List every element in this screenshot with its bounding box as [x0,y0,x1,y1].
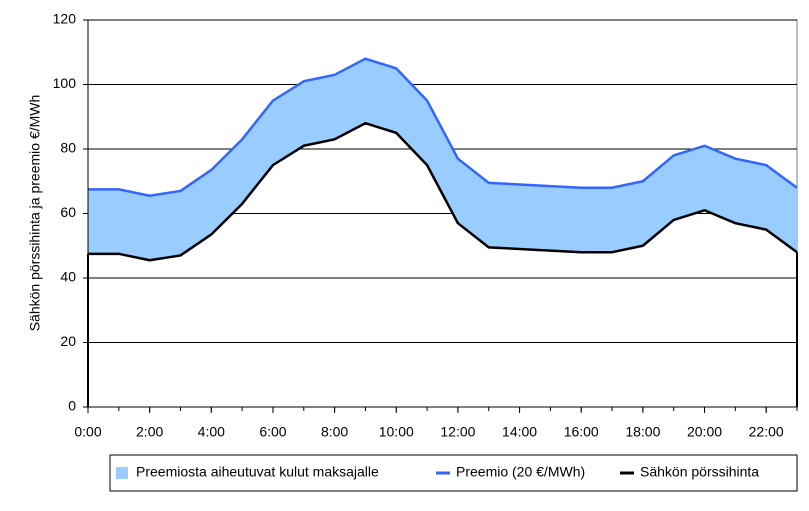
legend-label: Preemiosta aiheutuvat kulut maksajalle [136,464,379,480]
x-tick-label: 16:00 [564,424,599,440]
x-tick-label: 6:00 [259,424,286,440]
area [88,58,797,261]
line [88,57,798,198]
x-tick-label: 2:00 [136,424,163,440]
legend-swatch [116,467,128,479]
y-tick-label: 120 [53,11,77,27]
y-tick-label: 40 [60,269,76,285]
legend-box [109,454,798,492]
legend-label: Preemio (20 €/MWh) [456,464,585,480]
y-tick-label: 100 [53,75,77,91]
y-tick-label: 60 [60,204,76,220]
y-tick-label: 20 [60,333,76,349]
x-tick-label: 0:00 [74,424,101,440]
x-tick-label: 8:00 [321,424,348,440]
x-tick-label: 14:00 [502,424,537,440]
x-tick-label: 22:00 [749,424,784,440]
line [88,121,798,262]
y-axis-label: Sähkön pörssihinta ja preemio €/MWh [27,95,43,332]
y-tick-label: 0 [68,398,76,414]
x-tick-label: 18:00 [625,424,660,440]
x-tick-label: 20:00 [687,424,722,440]
x-tick-label: 12:00 [440,424,475,440]
x-tick-label: 10:00 [379,424,414,440]
legend-label: Sähkön pörssihinta [640,464,759,480]
x-tick-label: 4:00 [198,424,225,440]
y-tick-label: 80 [60,140,76,156]
